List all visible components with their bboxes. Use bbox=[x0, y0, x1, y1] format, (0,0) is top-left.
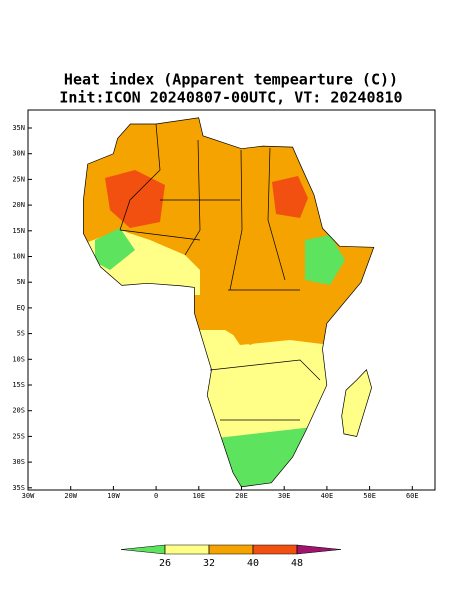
y-tick-label: 5S bbox=[17, 330, 25, 338]
region-orange bbox=[225, 285, 290, 345]
subtitle: Init:ICON 20240807-00UTC, VT: 20240810 bbox=[59, 89, 402, 107]
region-yellow bbox=[195, 330, 330, 440]
y-tick-label: 25N bbox=[12, 175, 25, 183]
madagascar bbox=[341, 369, 372, 437]
x-tick-label: 30E bbox=[278, 492, 291, 500]
y-tick-label: 35N bbox=[12, 124, 25, 132]
y-tick-label: 30S bbox=[12, 458, 25, 466]
colorbar-label: 48 bbox=[291, 558, 303, 569]
colorbar-low bbox=[120, 544, 166, 555]
y-tick-label: 30N bbox=[12, 150, 25, 158]
colorbar-label: 32 bbox=[203, 558, 215, 569]
y-tick-label: 10N bbox=[12, 253, 25, 261]
region-green bbox=[305, 235, 345, 285]
country-borders bbox=[119, 123, 321, 421]
region-red bbox=[105, 170, 165, 228]
map-frame bbox=[27, 109, 436, 491]
region-green bbox=[200, 425, 330, 487]
x-tick-label: 10W bbox=[107, 492, 120, 500]
y-tick-label: 15N bbox=[12, 227, 25, 235]
region-green bbox=[95, 228, 135, 270]
colorbar-high bbox=[296, 544, 342, 555]
y-tick-label: 15S bbox=[12, 381, 25, 389]
x-tick-label: 10E bbox=[192, 492, 205, 500]
x-tick-label: 20E bbox=[235, 492, 248, 500]
x-tick-label: 30W bbox=[22, 492, 35, 500]
region-red bbox=[272, 176, 308, 218]
colorbar-label: 40 bbox=[247, 558, 259, 569]
x-tick-label: 60E bbox=[406, 492, 419, 500]
y-tick-label: EQ bbox=[17, 304, 25, 312]
colorbar-label: 26 bbox=[159, 558, 171, 569]
y-tick-label: 35S bbox=[12, 484, 25, 492]
y-tick-label: 20N bbox=[12, 201, 25, 209]
colorbar-segment bbox=[208, 544, 254, 555]
x-tick-label: 40E bbox=[321, 492, 334, 500]
y-tick-label: 10S bbox=[12, 355, 25, 363]
y-tick-label: 20S bbox=[12, 407, 25, 415]
y-tick-label: 5N bbox=[17, 278, 25, 286]
colorbar-segment bbox=[252, 544, 298, 555]
colorbar-segment bbox=[164, 544, 210, 555]
x-tick-label: 0 bbox=[154, 492, 158, 500]
x-tick-label: 20W bbox=[64, 492, 77, 500]
y-tick-label: 25S bbox=[12, 432, 25, 440]
title: Heat index (Apparent tempearture (C)) bbox=[64, 71, 398, 89]
x-tick-label: 50E bbox=[363, 492, 376, 500]
